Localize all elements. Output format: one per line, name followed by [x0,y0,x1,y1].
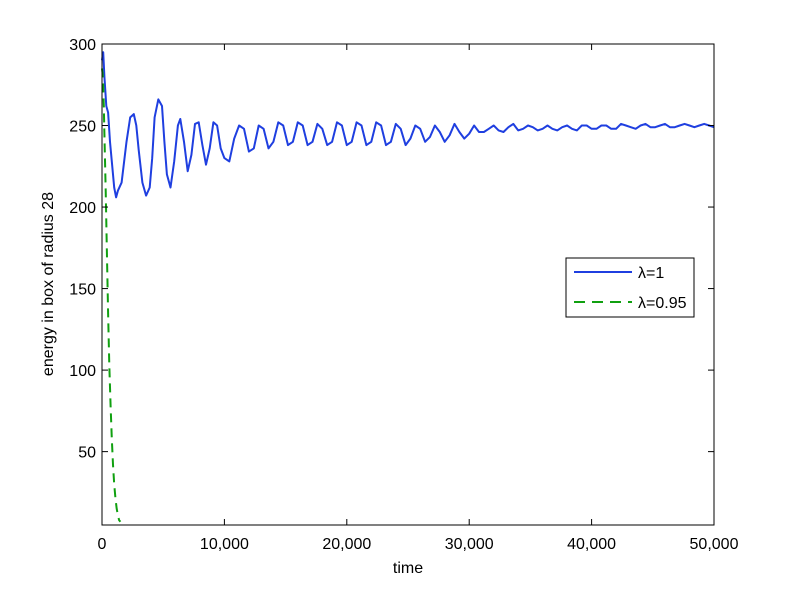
legend: λ=1 λ=0.95 [565,257,695,318]
x-tick-label: 50,000 [690,536,739,553]
series-line-lambda-1 [101,51,715,199]
x-tick-label: 10,000 [200,536,249,553]
y-axis-title: energy in box of radius 28 [40,192,57,376]
x-tick-label: 20,000 [322,536,371,553]
y-tick-label: 300 [69,37,96,54]
y-tick-label: 50 [78,445,96,462]
x-tick-label: 30,000 [445,536,494,553]
legend-label-lambda-0-95: λ=0.95 [638,295,687,312]
x-tick-label: 40,000 [567,536,616,553]
y-tick-label: 100 [69,363,96,380]
axes-frame [101,43,715,526]
x-tick-label: 0 [98,536,107,553]
series-layer [101,51,715,523]
series-line-lambda-0-95 [101,68,122,523]
legend-box [565,257,695,318]
legend-label-lambda-1: λ=1 [638,265,664,282]
x-axis-title: time [393,560,423,577]
y-tick-label: 200 [69,200,96,217]
y-tick-label: 250 [69,119,96,136]
tick-layer: 0 10,000 20,000 30,000 40,000 50,000 50 100 150 2… [69,37,738,553]
y-tick-label: 150 [69,282,96,299]
